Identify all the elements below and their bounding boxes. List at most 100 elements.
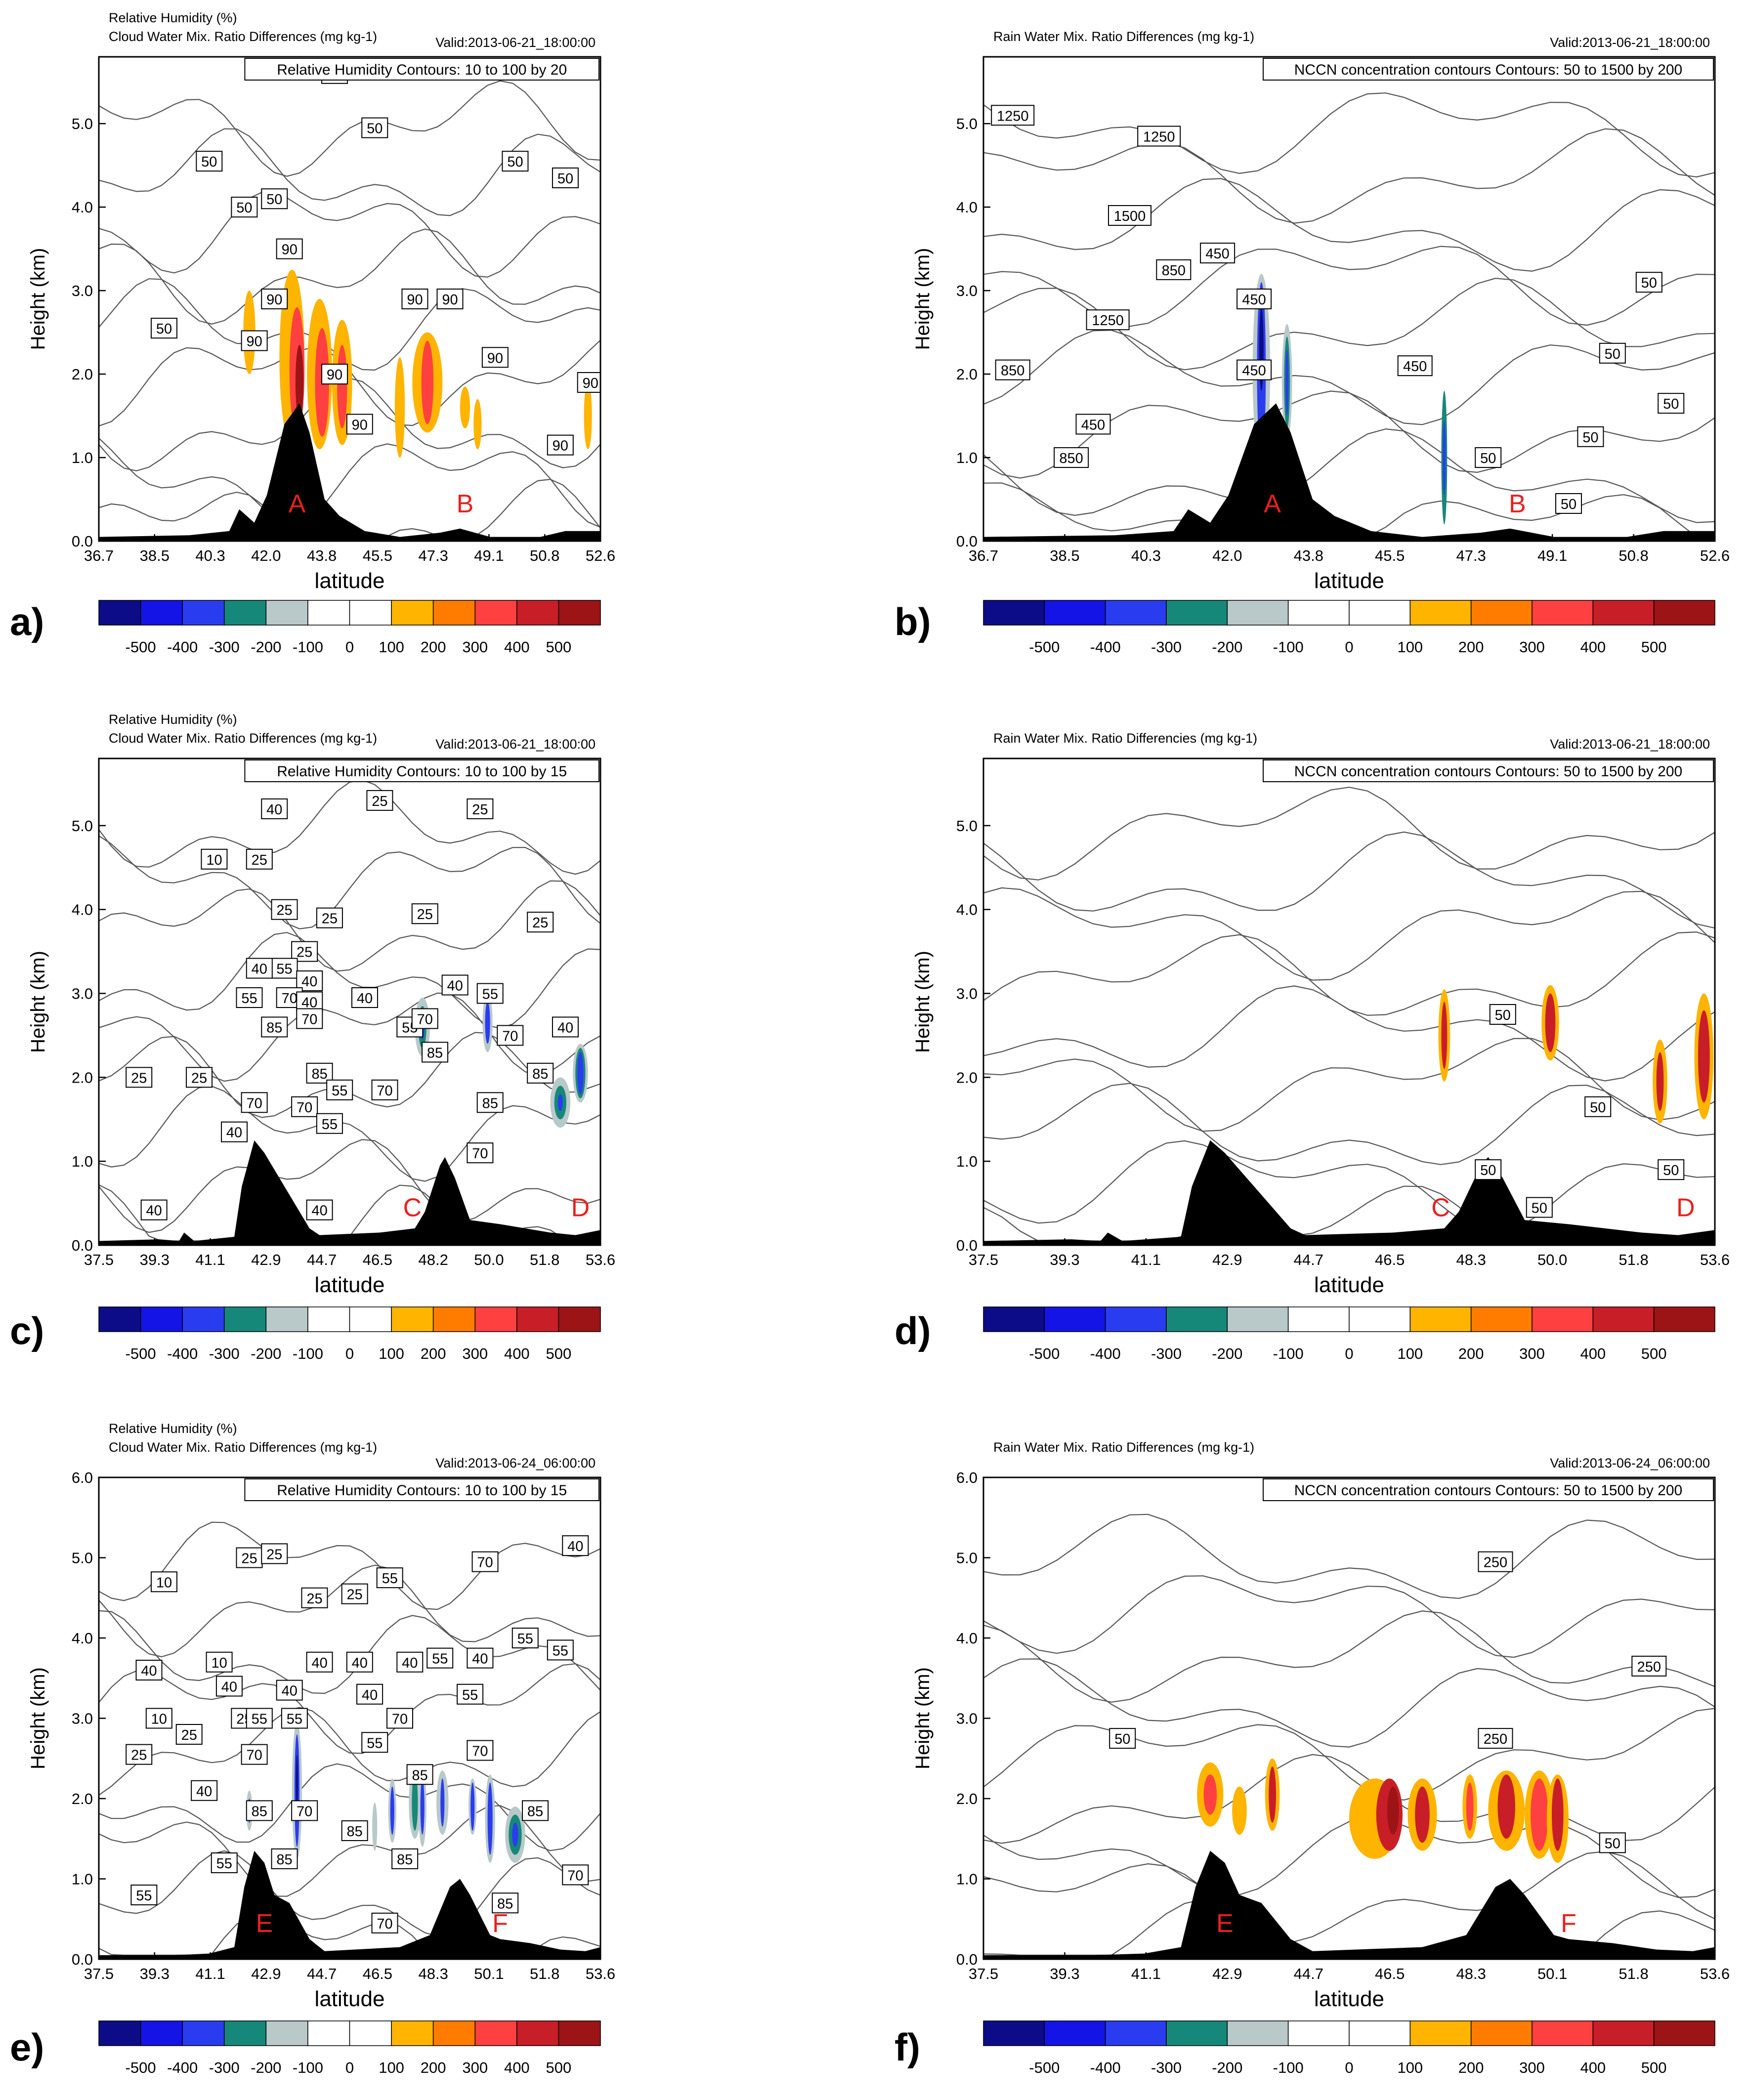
contour-line [99,1564,600,1658]
difference-blob [1656,1052,1664,1111]
contour-label: 70 [567,1868,583,1884]
y-tick-label: 4.0 [72,199,93,216]
panel-title: Relative Humidity (%) [109,712,237,727]
contour-line [983,1708,1715,1801]
y-tick-label: 3.0 [72,1710,93,1727]
colorbar-swatch [182,1306,225,1332]
y-tick-label: 5.0 [956,817,978,835]
terrain-profile [99,1140,600,1245]
contour-label-box [150,318,177,339]
contour-label: 85 [482,1095,498,1111]
y-tick-label: 2.0 [72,366,93,383]
difference-blob [412,1774,418,1831]
contour-label: 50 [1480,1163,1496,1178]
contour-label: 70 [297,1804,312,1819]
x-tick-label: 44.7 [307,1251,337,1268]
contour-label: 850 [1001,363,1024,379]
colorbar-label: -100 [293,2059,323,2076]
contour-label-box [306,1199,333,1220]
colorbar-label: -300 [1151,2059,1182,2076]
contour-label: 25 [532,915,548,931]
colorbar-swatch [349,2020,392,2046]
colorbar-label: 100 [379,1345,404,1362]
colorbar-label: -100 [1273,2059,1304,2076]
colorbar-swatch [432,1306,476,1332]
difference-blob [557,1094,563,1111]
contour-label-box [1200,243,1236,264]
y-tick-label: 0.0 [956,1237,978,1254]
difference-blob [440,1778,445,1827]
contour-label: 25 [347,1587,363,1603]
x-tick-label: 45.5 [363,547,392,564]
contour-label: 50 [1495,1008,1511,1023]
x-tick-label: 49.1 [474,547,504,564]
colorbar-label: 300 [1519,2059,1545,2076]
contour-label-box [426,1647,454,1669]
contour-label-box [145,1708,172,1729]
contour-label-box [326,1079,353,1100]
contour-label-box [522,1800,549,1821]
contour-label: 450 [1403,359,1427,375]
contour-label-box [135,1660,163,1680]
contour-label-box [547,1639,574,1661]
colorbar-swatch [1470,2020,1533,2046]
contour-label: 85 [427,1045,443,1061]
contour-note: NCCN concentration contours Contours: 50… [1294,1482,1682,1499]
contour-label-box [1577,426,1604,447]
colorbar-swatch [983,2020,1045,2046]
location-marker: E [256,1909,273,1938]
contour-label: 90 [327,367,342,383]
contour-label-box [356,1683,383,1705]
panel-letter: e) [10,2025,44,2069]
contour-line [99,128,600,216]
contour-label: 50 [1605,346,1620,362]
x-tick-label: 39.3 [1050,1965,1079,1982]
contour-label: 50 [156,321,172,337]
difference-blob [460,386,470,428]
x-tick-label: 37.5 [969,1251,998,1268]
colorbar-label: -400 [167,638,198,656]
contour-line [99,835,600,929]
difference-blob [1441,1002,1448,1069]
colorbar-swatch [391,2020,434,2046]
contour-label: 50 [1590,1100,1606,1116]
colorbar-swatch [516,600,559,626]
contour-note-box [1263,759,1714,782]
contour-label: 55 [367,1735,383,1751]
contour-label-box [1397,355,1433,377]
contour-label-box [361,1732,388,1753]
y-tick-label: 2.0 [956,366,978,383]
contour-label: 90 [583,376,598,391]
colorbar-swatch [516,2020,559,2046]
colorbar-label: -300 [1151,1345,1182,1362]
contour-label-box [467,1647,494,1669]
contour-label: 50 [507,154,523,170]
contour-label-box [436,289,464,309]
contour-label: 85 [252,1804,267,1819]
y-tick-label: 5.0 [72,1550,93,1567]
contour-label-box [1478,1551,1513,1572]
panel-letter: d) [895,1309,931,1352]
colorbar-swatch [1044,600,1106,626]
contour-line [99,880,600,972]
x-tick-label: 43.8 [1294,547,1323,564]
contour-label: 25 [181,1727,197,1743]
contour-label-box [291,1096,318,1117]
colorbar-swatch [1653,600,1715,626]
colorbar-label: 200 [1458,2059,1484,2076]
difference-blob [337,344,347,428]
contour-label: 40 [221,1680,237,1695]
panel-title: Cloud Water Mix. Ratio Differences (mg k… [109,1440,377,1455]
x-tick-label: 37.5 [84,1251,114,1268]
contour-line [99,1663,600,1754]
contour-label: 70 [377,1916,392,1932]
colorbar-swatch [1166,2020,1228,2046]
x-tick-label: 50.1 [1537,1965,1567,1982]
colorbar-swatch [224,2020,267,2046]
difference-blob [390,1786,394,1835]
contour-label: 70 [392,1712,408,1727]
location-marker: F [1561,1909,1577,1938]
location-marker: C [1431,1194,1450,1222]
plot-frame [98,1476,601,1960]
